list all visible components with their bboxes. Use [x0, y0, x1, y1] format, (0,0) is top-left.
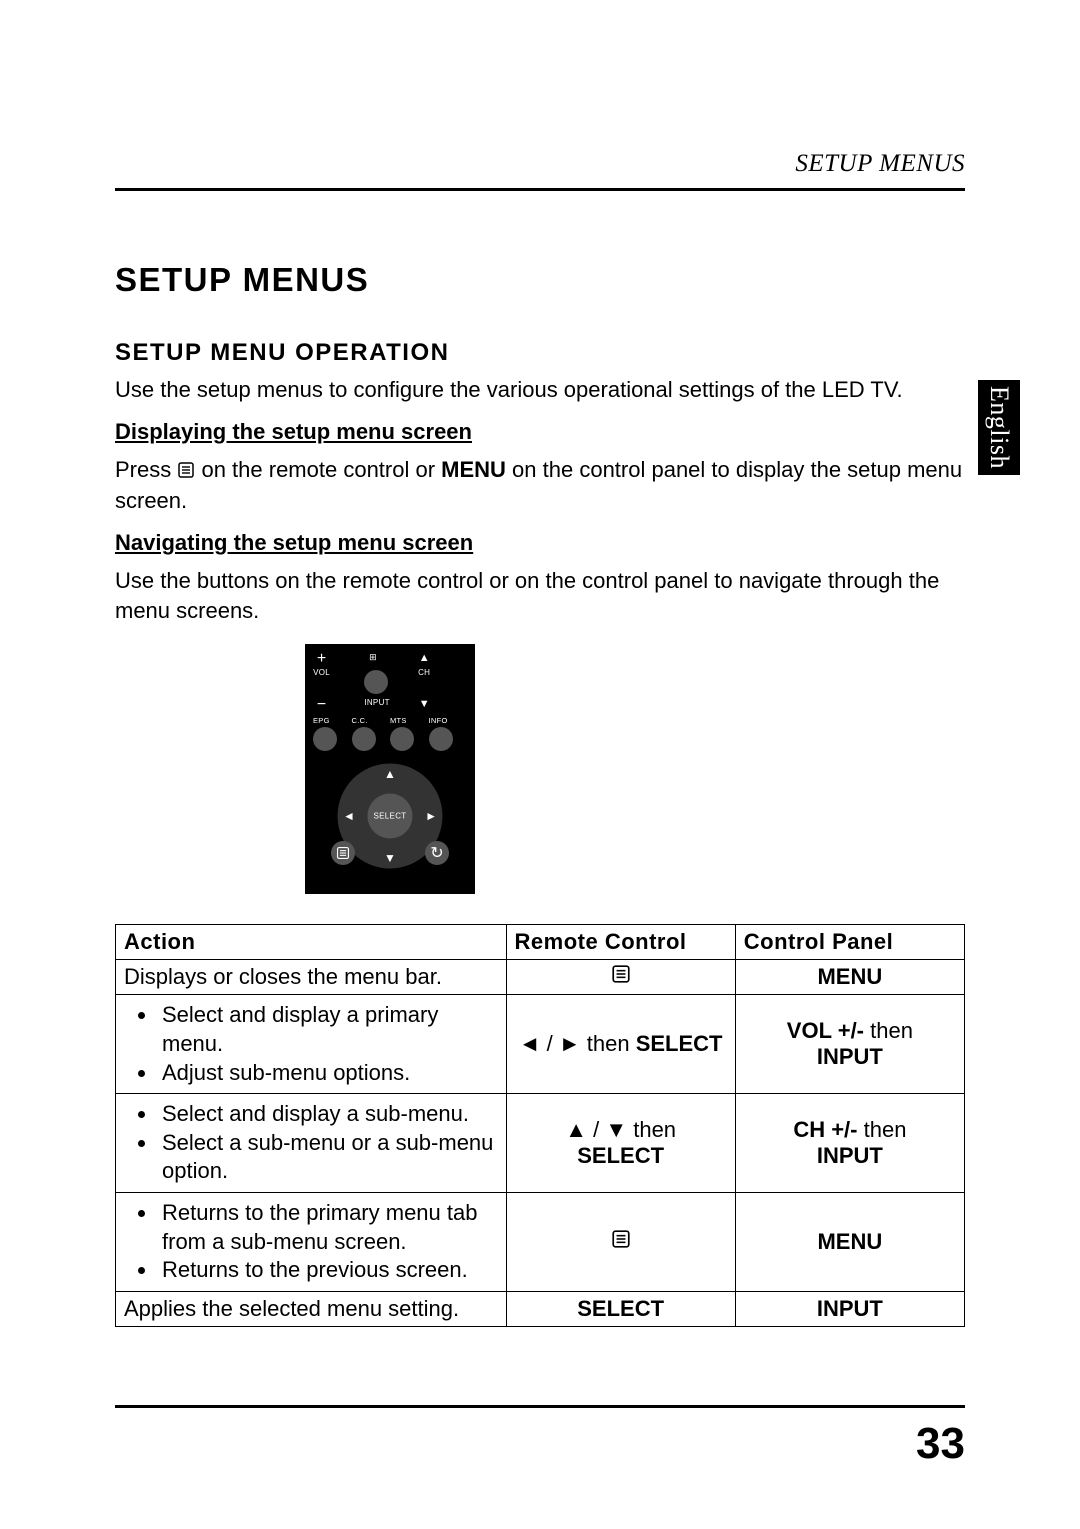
menu-icon	[177, 457, 195, 487]
ch-up-icon: ▲	[416, 652, 433, 664]
panel-cell: MENU	[735, 1193, 964, 1292]
panel-text: INPUT	[817, 1044, 883, 1069]
panel-text: INPUT	[817, 1143, 883, 1168]
actions-table: Action Remote Control Control Panel Disp…	[115, 924, 965, 1326]
vol-minus-icon: −	[313, 698, 330, 712]
panel-text: VOL +/-	[787, 1018, 864, 1043]
display-paragraph: Press on the remote control or MENU on t…	[115, 455, 965, 516]
input-button	[364, 670, 388, 694]
table-header-row: Action Remote Control Control Panel	[116, 925, 965, 960]
info-label: INFO	[429, 716, 442, 725]
divider-top	[115, 188, 965, 191]
action-cell: Displays or closes the menu bar.	[116, 960, 507, 995]
input-label: INPUT	[364, 698, 381, 707]
panel-cell: MENU	[735, 960, 964, 995]
remote-illustration: + ⊞ ▲ VOL CH − INPUT ▼ EPG C.C. MTS INFO…	[305, 644, 475, 894]
intro-paragraph: Use the setup menus to configure the var…	[115, 375, 965, 405]
action-cell: Applies the selected menu setting.	[116, 1291, 507, 1326]
table-row: Applies the selected menu setting. SELEC…	[116, 1291, 965, 1326]
cc-label: C.C.	[352, 716, 365, 725]
cc-button	[352, 727, 376, 751]
text: then	[858, 1117, 907, 1142]
panel-text: MENU	[817, 1229, 882, 1254]
page-number: 33	[916, 1419, 965, 1469]
panel-text: CH +/-	[793, 1117, 857, 1142]
dpad: ▲ ▼ ◄ ► SELECT ↻	[325, 761, 455, 871]
list-item: Select and display a sub-menu.	[158, 1100, 498, 1129]
select-text: SELECT	[577, 1296, 664, 1321]
section-title: SETUP MENUS	[115, 261, 965, 299]
table-row: Select and display a sub-menu. Select a …	[116, 1094, 965, 1193]
table-row: Select and display a primary menu. Adjus…	[116, 995, 965, 1094]
remote-cell	[506, 1193, 735, 1292]
list-item: Select and display a primary menu.	[158, 1001, 498, 1058]
display-heading: Displaying the setup menu screen	[115, 419, 965, 445]
action-cell: Select and display a sub-menu. Select a …	[116, 1094, 507, 1193]
aspect-icon: ⊞	[369, 652, 377, 662]
select-text: SELECT	[636, 1031, 723, 1056]
mts-label: MTS	[390, 716, 403, 725]
epg-button	[313, 727, 337, 751]
dpad-down-icon: ▼	[384, 851, 396, 865]
navigate-paragraph: Use the buttons on the remote control or…	[115, 566, 965, 625]
running-head: SETUP MENUS	[115, 150, 965, 178]
dpad-right-icon: ►	[425, 809, 437, 823]
col-action: Action	[116, 925, 507, 960]
text: then	[633, 1117, 676, 1142]
select-button: SELECT	[368, 794, 413, 839]
panel-cell: VOL +/- then INPUT	[735, 995, 964, 1094]
vol-label: VOL	[313, 668, 330, 677]
list-item: Returns to the primary menu tab from a s…	[158, 1199, 498, 1256]
text: on the remote control or	[195, 457, 441, 482]
select-text: SELECT	[577, 1143, 664, 1168]
panel-text: MENU	[817, 964, 882, 989]
action-cell: Returns to the primary menu tab from a s…	[116, 1193, 507, 1292]
divider-bottom	[115, 1405, 965, 1408]
col-panel: Control Panel	[735, 925, 964, 960]
arrow-symbols: ◄ / ►	[519, 1031, 587, 1056]
language-tab: English	[978, 380, 1020, 475]
table-row: Displays or closes the menu bar. MENU	[116, 960, 965, 995]
menu-button-icon	[331, 841, 355, 865]
arrow-symbols: ▲ / ▼	[565, 1117, 633, 1142]
table-row: Returns to the primary menu tab from a s…	[116, 1193, 965, 1292]
navigate-heading: Navigating the setup menu screen	[115, 530, 965, 556]
remote-cell: ◄ / ► then SELECT	[506, 995, 735, 1094]
vol-plus-icon: +	[313, 652, 330, 666]
dpad-left-icon: ◄	[343, 809, 355, 823]
mts-button	[390, 727, 414, 751]
remote-cell: SELECT	[506, 1291, 735, 1326]
list-item: Returns to the previous screen.	[158, 1256, 498, 1285]
action-cell: Select and display a primary menu. Adjus…	[116, 995, 507, 1094]
list-item: Adjust sub-menu options.	[158, 1059, 498, 1088]
text-menu-bold: MENU	[441, 457, 506, 482]
panel-cell: CH +/- then INPUT	[735, 1094, 964, 1193]
text: then	[587, 1031, 636, 1056]
panel-cell: INPUT	[735, 1291, 964, 1326]
subsection-title: SETUP MENU OPERATION	[115, 339, 965, 367]
dpad-up-icon: ▲	[384, 767, 396, 781]
panel-text: INPUT	[817, 1296, 883, 1321]
return-icon: ↻	[425, 841, 449, 865]
remote-cell	[506, 960, 735, 995]
ch-label: CH	[416, 668, 433, 677]
col-remote: Remote Control	[506, 925, 735, 960]
list-item: Select a sub-menu or a sub-menu option.	[158, 1129, 498, 1186]
epg-label: EPG	[313, 716, 326, 725]
text: Press	[115, 457, 177, 482]
menu-icon	[611, 964, 631, 989]
menu-icon	[611, 1229, 631, 1254]
info-button	[429, 727, 453, 751]
remote-cell: ▲ / ▼ then SELECT	[506, 1094, 735, 1193]
ch-down-icon: ▼	[416, 698, 433, 710]
text: then	[864, 1018, 913, 1043]
